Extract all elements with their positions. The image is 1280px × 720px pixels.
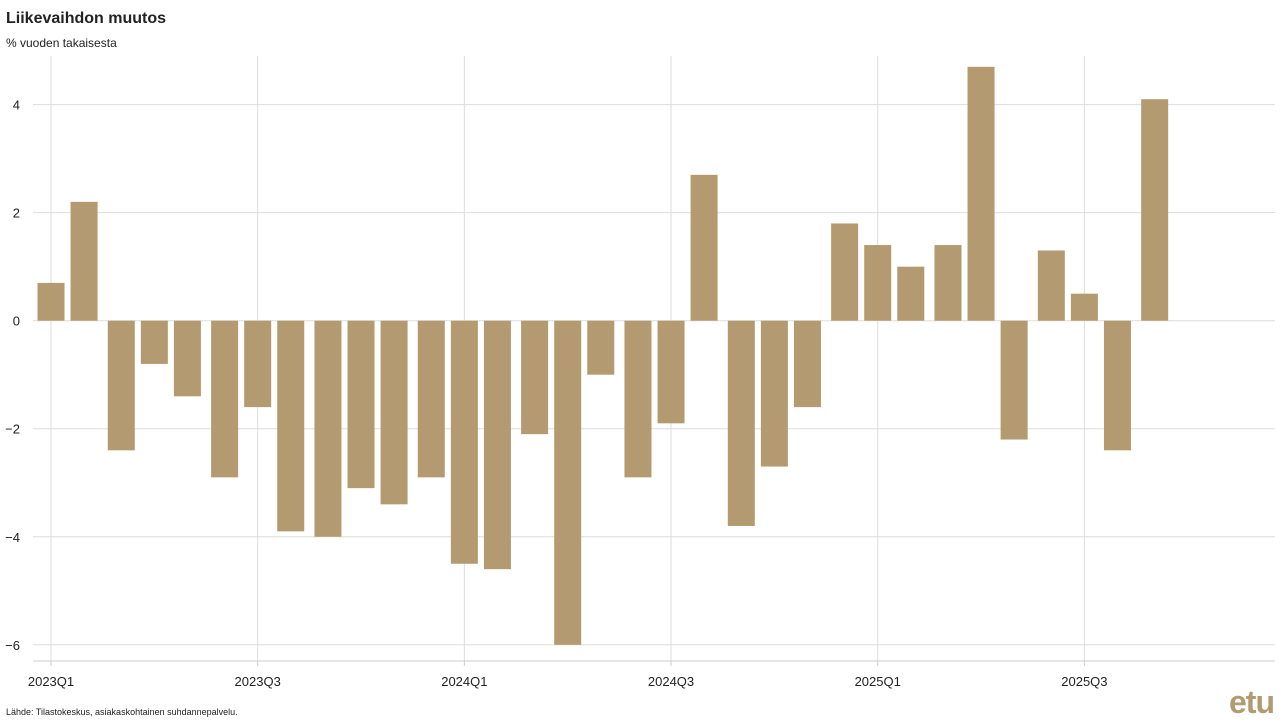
bars-layer: [37, 66, 1169, 645]
chart-subtitle: % vuoden takaisesta: [6, 36, 117, 50]
bar: [760, 320, 788, 467]
y-tick-label: −2: [5, 422, 20, 437]
bar: [380, 320, 408, 505]
bar: [347, 320, 375, 489]
bar: [864, 245, 892, 321]
bar: [417, 320, 445, 478]
bar: [173, 320, 201, 397]
bar: [211, 320, 239, 478]
bar: [277, 320, 305, 532]
x-tick-label: 2023Q1: [28, 674, 74, 689]
bar: [483, 320, 511, 570]
bar: [1000, 320, 1028, 440]
bar: [934, 245, 962, 321]
y-tick-label: −6: [5, 638, 20, 653]
x-tick-label: 2023Q3: [235, 674, 281, 689]
bar: [727, 320, 755, 526]
bar: [70, 201, 98, 321]
chart-title: Liikevaihdon muutos: [6, 10, 167, 27]
bar: [1070, 293, 1098, 321]
bar: [831, 223, 859, 321]
x-tick-label: 2024Q3: [648, 674, 694, 689]
y-tick-label: 2: [13, 206, 20, 221]
x-tick-label: 2025Q3: [1061, 674, 1107, 689]
bar: [107, 320, 135, 451]
bar: [967, 66, 995, 321]
bar: [1037, 250, 1065, 321]
x-tick-label: 2025Q1: [855, 674, 901, 689]
bar: [314, 320, 342, 537]
y-tick-label: 4: [13, 98, 20, 113]
bar: [690, 174, 718, 321]
y-tick-label: −4: [5, 530, 20, 545]
bar: [624, 320, 652, 478]
bar: [450, 320, 478, 564]
etu-logo: etu: [1229, 684, 1275, 720]
x-tick-label: 2024Q1: [441, 674, 487, 689]
bar: [587, 320, 615, 375]
bar: [521, 320, 549, 435]
source-note: Lähde: Tilastokeskus, asiakaskohtainen s…: [6, 707, 238, 717]
bar: [140, 320, 168, 364]
bar: [793, 320, 821, 408]
axis-layer: −6 −4 −2 0 2 4 2023Q1 2023Q3 2024Q1 2024Q3 2025Q1 2…: [5, 98, 1275, 689]
bar: [1103, 320, 1131, 451]
y-tick-label: 0: [13, 314, 20, 329]
bar: [657, 320, 685, 424]
bar: [554, 320, 582, 645]
bar: [1141, 99, 1169, 321]
bar: [897, 266, 925, 321]
bar: [244, 320, 272, 408]
bar: [37, 282, 65, 321]
